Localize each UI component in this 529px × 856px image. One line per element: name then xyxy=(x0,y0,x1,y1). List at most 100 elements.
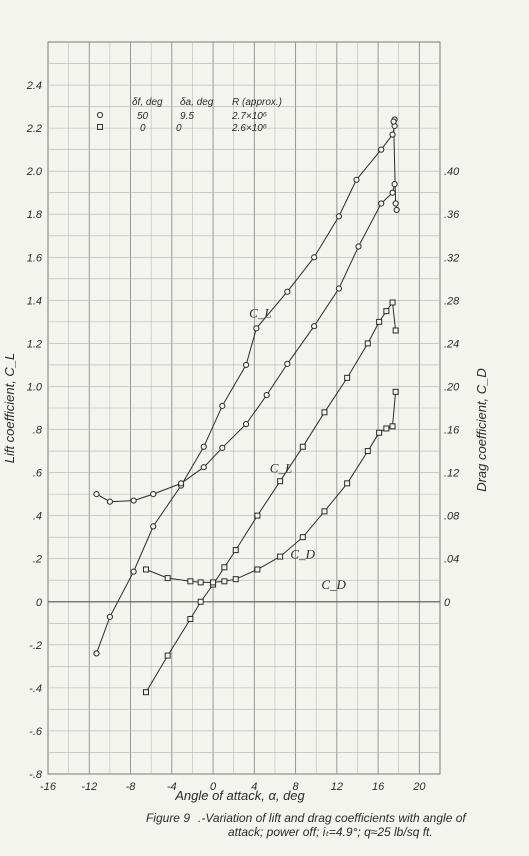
x-tick-label: -12 xyxy=(81,781,97,793)
data-point-square xyxy=(321,508,328,515)
data-point-square xyxy=(389,299,396,306)
data-point-square xyxy=(232,576,239,583)
legend-marker-circle xyxy=(96,111,104,119)
left-tick-label: 1.6 xyxy=(27,252,43,264)
data-point-square xyxy=(299,443,306,450)
data-point-circle xyxy=(219,444,226,451)
data-point-circle xyxy=(130,568,137,575)
data-point-circle xyxy=(242,361,250,369)
left-tick-label: -.4 xyxy=(29,683,42,695)
legend-row1-delta-f: 50 xyxy=(137,111,149,122)
data-point-circle xyxy=(284,288,291,295)
annotation-cl-flap: C_L xyxy=(249,306,271,321)
x-tick-label: 12 xyxy=(331,781,343,793)
data-point-circle xyxy=(284,360,291,367)
data-point-square xyxy=(344,480,351,487)
right-tick-label: .08 xyxy=(444,511,460,523)
right-tick-label: .28 xyxy=(444,295,460,307)
data-point-square xyxy=(143,689,149,696)
x-axis-title: Angle of attack, α, deg xyxy=(174,788,305,803)
data-point-square xyxy=(254,512,261,519)
right-tick-label: .20 xyxy=(444,381,460,393)
data-point-square xyxy=(232,547,239,554)
data-point-circle xyxy=(389,131,396,138)
data-point-circle xyxy=(177,480,185,487)
annotation-cd-flap: C_D xyxy=(290,547,315,562)
right-tick-label: .16 xyxy=(444,425,460,437)
caption-line2: attack; power off; iₜ=4.9°; q≈25 lb/sq f… xyxy=(228,825,433,839)
data-point-square xyxy=(321,409,328,416)
data-point-square xyxy=(392,388,399,395)
left-tick-label: -.8 xyxy=(29,769,43,781)
series-layer xyxy=(93,116,400,696)
annotation-cd-clean: C_D xyxy=(321,577,346,592)
data-point-square xyxy=(383,308,390,315)
left-tick-label: -.6 xyxy=(29,726,43,738)
x-tick-label: 8 xyxy=(293,781,300,793)
data-point-circle xyxy=(389,189,396,196)
tick-labels: -16 -12 -8 -4 0 4 8 12 16 20 -.8 -.6 -.4 -.2 0 .2 .4 .6 .8… xyxy=(26,80,460,793)
data-point-square xyxy=(221,564,228,571)
data-point-square xyxy=(392,327,399,334)
right-tick-label: 0 xyxy=(444,597,451,609)
data-point-square xyxy=(210,579,217,586)
data-point-square xyxy=(277,478,284,485)
data-point-circle xyxy=(378,146,385,153)
data-point-circle xyxy=(253,325,260,332)
data-point-square xyxy=(143,566,149,573)
right-tick-label: .12 xyxy=(444,468,459,480)
legend-marker-square xyxy=(97,124,103,130)
x-tick-label: -16 xyxy=(40,781,57,793)
data-point-square xyxy=(197,598,204,605)
left-tick-label: 2.2 xyxy=(26,123,42,135)
data-point-square xyxy=(254,566,261,573)
caption-line1: .-Variation of lift and drag coefficient… xyxy=(198,811,467,825)
x-tick-label: -8 xyxy=(126,781,137,793)
data-point-circle xyxy=(150,523,157,530)
data-point-circle xyxy=(393,206,400,214)
data-point-circle xyxy=(311,323,318,330)
series-line-square-cl xyxy=(145,301,397,693)
right-axis-title: Drag coefficient, C_D xyxy=(474,368,489,492)
left-tick-label: .4 xyxy=(33,511,42,523)
left-axis-title: Lift coefficient, C_L xyxy=(2,353,17,464)
left-tick-label: 2.0 xyxy=(26,166,43,178)
left-tick-label: .2 xyxy=(33,554,42,566)
right-tick-label: .40 xyxy=(444,166,460,178)
right-tick-label: .24 xyxy=(444,338,459,350)
data-point-circle xyxy=(219,402,226,409)
data-point-square xyxy=(187,615,194,622)
data-point-square xyxy=(187,578,194,585)
data-point-square xyxy=(389,423,396,430)
legend-row2-r: 2.6×10⁶ xyxy=(231,123,267,134)
left-tick-label: 2.4 xyxy=(26,80,42,92)
legend-header-delta-f: δf, deg xyxy=(132,97,163,108)
legend-row2-delta-f: 0 xyxy=(140,123,146,134)
right-tick-label: .04 xyxy=(444,554,459,566)
data-point-circle xyxy=(200,443,207,450)
data-point-circle xyxy=(355,243,362,250)
left-tick-label: 1.4 xyxy=(27,295,42,307)
legend: δf, deg δa, deg R (approx.) 50 9.5 2.7×1… xyxy=(96,97,282,134)
data-point-circle xyxy=(93,650,100,657)
x-tick-label: -4 xyxy=(167,781,177,793)
data-point-circle xyxy=(390,118,397,125)
data-point-circle xyxy=(392,200,399,207)
left-tick-label: .8 xyxy=(33,425,43,437)
data-point-circle xyxy=(200,464,207,471)
right-tick-label: .36 xyxy=(444,209,460,221)
data-point-circle xyxy=(130,497,137,504)
data-point-circle xyxy=(353,176,360,183)
legend-header-r: R (approx.) xyxy=(232,97,282,108)
legend-row1-delta-a: 9.5 xyxy=(180,111,194,122)
x-tick-label: 16 xyxy=(372,781,385,793)
data-point-square xyxy=(221,578,228,585)
data-point-square xyxy=(164,652,171,659)
data-point-circle xyxy=(335,285,343,292)
left-tick-label: 0 xyxy=(36,597,43,609)
right-tick-label: .32 xyxy=(444,252,459,264)
data-point-circle xyxy=(106,498,113,505)
data-point-circle xyxy=(378,200,385,207)
data-point-circle xyxy=(242,421,250,428)
